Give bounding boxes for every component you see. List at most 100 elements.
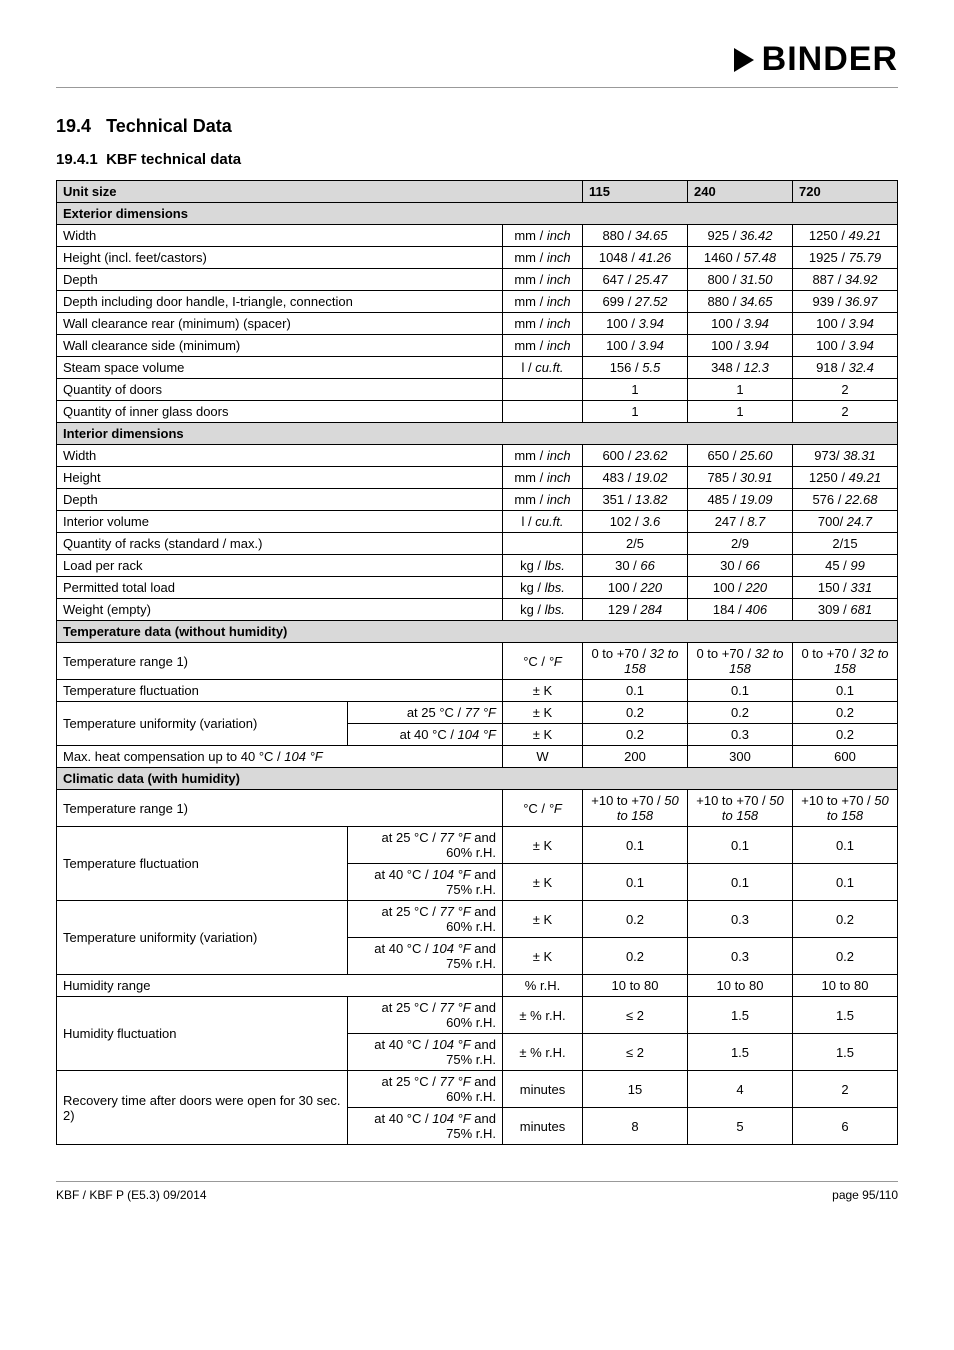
row-label: Temperature uniformity (variation) — [57, 702, 348, 746]
row-value: 45 / 99 — [793, 555, 898, 577]
row-value: 0.2 — [583, 901, 688, 938]
footer-left: KBF / KBF P (E5.3) 09/2014 — [56, 1188, 207, 1202]
table-row: Height (incl. feet/castors)mm / inch1048… — [57, 247, 898, 269]
row-label: Steam space volume — [57, 357, 503, 379]
row-label: Depth — [57, 269, 503, 291]
row-value: 0.3 — [688, 901, 793, 938]
row-unit: mm / inch — [503, 489, 583, 511]
row-unit: ± % r.H. — [503, 1034, 583, 1071]
row-unit — [503, 379, 583, 401]
row-label: Load per rack — [57, 555, 503, 577]
row-value: +10 to +70 / 50 to 158 — [583, 790, 688, 827]
row-value: 1.5 — [793, 997, 898, 1034]
row-value: 100 / 3.94 — [583, 313, 688, 335]
table-row: Humidity range% r.H.10 to 8010 to 8010 t… — [57, 975, 898, 997]
table-row: Depth including door handle, I-triangle,… — [57, 291, 898, 313]
row-sublabel: at 40 °C / 104 °F — [348, 724, 503, 746]
header-unit-size: Unit size — [57, 181, 583, 203]
section-title-cell: Temperature data (without humidity) — [57, 621, 898, 643]
row-value: ≤ 2 — [583, 997, 688, 1034]
row-value: 1460 / 57.48 — [688, 247, 793, 269]
triangle-icon — [734, 48, 754, 72]
row-sublabel: at 40 °C / 104 °F and 75% r.H. — [348, 1108, 503, 1145]
row-unit: mm / inch — [503, 467, 583, 489]
row-label: Recovery time after doors were open for … — [57, 1071, 348, 1145]
row-value: +10 to +70 / 50 to 158 — [688, 790, 793, 827]
row-value: 0.2 — [583, 724, 688, 746]
row-value: 0.2 — [583, 938, 688, 975]
row-value: 973/ 38.31 — [793, 445, 898, 467]
table-row: Load per rackkg / lbs.30 / 6630 / 6645 /… — [57, 555, 898, 577]
logo-row: BINDER — [56, 40, 898, 79]
row-label: Permitted total load — [57, 577, 503, 599]
row-label: Width — [57, 445, 503, 467]
row-label: Width — [57, 225, 503, 247]
table-row: Widthmm / inch600 / 23.62650 / 25.60973/… — [57, 445, 898, 467]
row-value: 576 / 22.68 — [793, 489, 898, 511]
row-unit: mm / inch — [503, 225, 583, 247]
row-unit: ± K — [503, 938, 583, 975]
row-value: 4 — [688, 1071, 793, 1108]
row-label: Temperature uniformity (variation) — [57, 901, 348, 975]
row-value: 129 / 284 — [583, 599, 688, 621]
table-row: Humidity fluctuationat 25 °C / 77 °F and… — [57, 997, 898, 1034]
row-value: 918 / 32.4 — [793, 357, 898, 379]
row-sublabel: at 25 °C / 77 °F and 60% r.H. — [348, 997, 503, 1034]
row-value: 0.3 — [688, 724, 793, 746]
row-value: 100 / 220 — [583, 577, 688, 599]
row-value: 0.1 — [583, 827, 688, 864]
header-size-2: 720 — [793, 181, 898, 203]
row-unit: ± K — [503, 724, 583, 746]
section-title-cell: Climatic data (with humidity) — [57, 768, 898, 790]
row-label: Temperature fluctuation — [57, 680, 503, 702]
row-value: 200 — [583, 746, 688, 768]
row-unit: kg / lbs. — [503, 599, 583, 621]
row-value: 0.2 — [688, 702, 793, 724]
row-unit: W — [503, 746, 583, 768]
row-value: 309 / 681 — [793, 599, 898, 621]
row-value: 485 / 19.09 — [688, 489, 793, 511]
header-size-0: 115 — [583, 181, 688, 203]
row-unit: °C / °F — [503, 790, 583, 827]
row-value: 8 — [583, 1108, 688, 1145]
table-row: Recovery time after doors were open for … — [57, 1071, 898, 1108]
table-row: Temperature range 1)°C / °F0 to +70 / 32… — [57, 643, 898, 680]
row-value: +10 to +70 / 50 to 158 — [793, 790, 898, 827]
row-label: Wall clearance rear (minimum) (spacer) — [57, 313, 503, 335]
row-value: 0.2 — [793, 724, 898, 746]
row-sublabel: at 25 °C / 77 °F — [348, 702, 503, 724]
row-value: 102 / 3.6 — [583, 511, 688, 533]
table-row: Depthmm / inch647 / 25.47800 / 31.50887 … — [57, 269, 898, 291]
row-label: Quantity of racks (standard / max.) — [57, 533, 503, 555]
row-sublabel: at 25 °C / 77 °F and 60% r.H. — [348, 827, 503, 864]
row-unit: °C / °F — [503, 643, 583, 680]
row-unit: mm / inch — [503, 269, 583, 291]
row-value: 647 / 25.47 — [583, 269, 688, 291]
row-unit: minutes — [503, 1108, 583, 1145]
row-value: 785 / 30.91 — [688, 467, 793, 489]
table-row: Heightmm / inch483 / 19.02785 / 30.91125… — [57, 467, 898, 489]
row-unit — [503, 533, 583, 555]
row-value: 0.1 — [583, 864, 688, 901]
row-unit: kg / lbs. — [503, 577, 583, 599]
row-value: 0 to +70 / 32 to 158 — [793, 643, 898, 680]
row-unit: % r.H. — [503, 975, 583, 997]
row-unit: ± K — [503, 680, 583, 702]
row-value: 600 / 23.62 — [583, 445, 688, 467]
row-label: Depth — [57, 489, 503, 511]
row-value: 0 to +70 / 32 to 158 — [583, 643, 688, 680]
row-value: 1.5 — [793, 1034, 898, 1071]
table-row: Temperature range 1)°C / °F+10 to +70 / … — [57, 790, 898, 827]
row-label: Weight (empty) — [57, 599, 503, 621]
row-value: 100 / 3.94 — [793, 313, 898, 335]
row-value: 2 — [793, 379, 898, 401]
row-value: 1925 / 75.79 — [793, 247, 898, 269]
row-value: 2 — [793, 401, 898, 423]
table-row: Steam space volumel / cu.ft.156 / 5.5348… — [57, 357, 898, 379]
row-unit: mm / inch — [503, 335, 583, 357]
table-row: Temperature fluctuationat 25 °C / 77 °F … — [57, 827, 898, 864]
row-value: 10 to 80 — [583, 975, 688, 997]
row-value: 156 / 5.5 — [583, 357, 688, 379]
row-value: 100 / 220 — [688, 577, 793, 599]
table-row: Wall clearance rear (minimum) (spacer)mm… — [57, 313, 898, 335]
